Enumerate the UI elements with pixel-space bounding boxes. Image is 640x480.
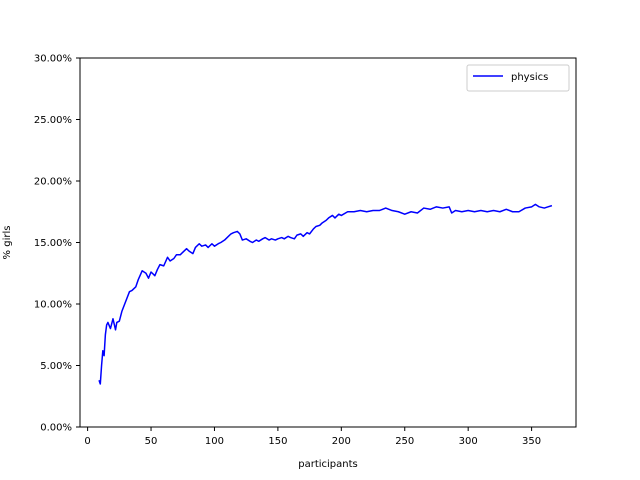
x-tick-label: 150 <box>268 436 287 447</box>
y-tick-label: 20.00% <box>34 177 72 188</box>
x-axis-label: participants <box>298 459 358 470</box>
x-tick-label: 200 <box>332 436 351 447</box>
y-tick-label: 5.00% <box>40 361 72 372</box>
y-tick-label: 0.00% <box>40 423 72 434</box>
x-tick-label: 250 <box>395 436 414 447</box>
x-tick-label: 100 <box>205 436 224 447</box>
y-axis-label: % girls <box>2 226 13 260</box>
x-tick-label: 0 <box>84 436 90 447</box>
y-tick-label: 10.00% <box>34 300 72 311</box>
x-tick-label: 350 <box>522 436 541 447</box>
x-tick-label: 300 <box>459 436 478 447</box>
legend-box <box>466 64 570 92</box>
y-tick-label: 30.00% <box>34 54 72 65</box>
y-tick-label: 15.00% <box>34 238 72 249</box>
plot-frame <box>79 57 577 428</box>
legend-label-physics: physics <box>511 72 548 83</box>
legend: physics <box>466 64 570 92</box>
y-tick-label: 25.00% <box>34 115 72 126</box>
ticks-layer: 0 50 100 150 200 250 300 350 0.00% 5.00% 10.00% 15.… <box>34 54 541 448</box>
series-line-physics <box>98 203 553 385</box>
x-tick-label: 50 <box>145 436 158 447</box>
